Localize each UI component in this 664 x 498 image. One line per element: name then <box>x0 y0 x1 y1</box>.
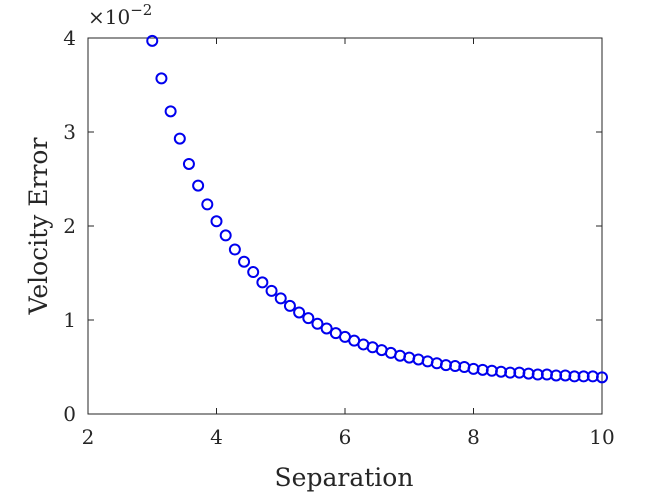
data-point <box>274 292 287 305</box>
y-tick-label: 2 <box>63 214 76 238</box>
data-point <box>596 371 608 384</box>
data-point <box>311 317 324 330</box>
x-tick-label: 8 <box>467 425 480 449</box>
data-point <box>210 215 223 228</box>
data-point <box>173 132 186 145</box>
x-tick-label: 4 <box>210 425 223 449</box>
data-point <box>192 179 205 192</box>
data-point <box>238 255 251 268</box>
data-point <box>146 34 159 47</box>
plot-area <box>87 37 603 415</box>
y-tick-label: 4 <box>63 26 76 50</box>
data-point <box>283 299 296 312</box>
y-axis-multiplier: ×10−2 <box>88 1 152 29</box>
data-point <box>228 243 241 256</box>
y-tick-label: 1 <box>63 308 76 332</box>
data-point <box>265 284 278 297</box>
y-axis-multiplier-base: ×10 <box>88 5 130 29</box>
data-point <box>293 306 306 319</box>
x-axis: 2 4 6 8 10 <box>82 38 615 449</box>
data-point <box>155 72 168 85</box>
y-axis-title: Velocity Error <box>24 138 53 316</box>
data-point <box>201 198 214 211</box>
data-point <box>302 312 315 325</box>
y-tick-label: 3 <box>63 120 76 144</box>
data-point <box>320 322 333 335</box>
x-axis-title: Separation <box>275 463 414 492</box>
data-point <box>164 105 177 118</box>
y-axis-multiplier-exponent: −2 <box>130 1 152 19</box>
data-point <box>247 266 260 279</box>
y-axis: 0 1 2 3 4 <box>63 26 602 426</box>
x-tick-label: 6 <box>339 425 352 449</box>
x-tick-label: 2 <box>82 425 95 449</box>
data-point <box>256 276 269 289</box>
plot-box <box>87 37 603 415</box>
data-point <box>219 229 232 242</box>
y-tick-label: 0 <box>63 402 76 426</box>
data-series <box>146 34 608 384</box>
data-point <box>182 157 195 170</box>
x-tick-label: 10 <box>589 425 614 449</box>
